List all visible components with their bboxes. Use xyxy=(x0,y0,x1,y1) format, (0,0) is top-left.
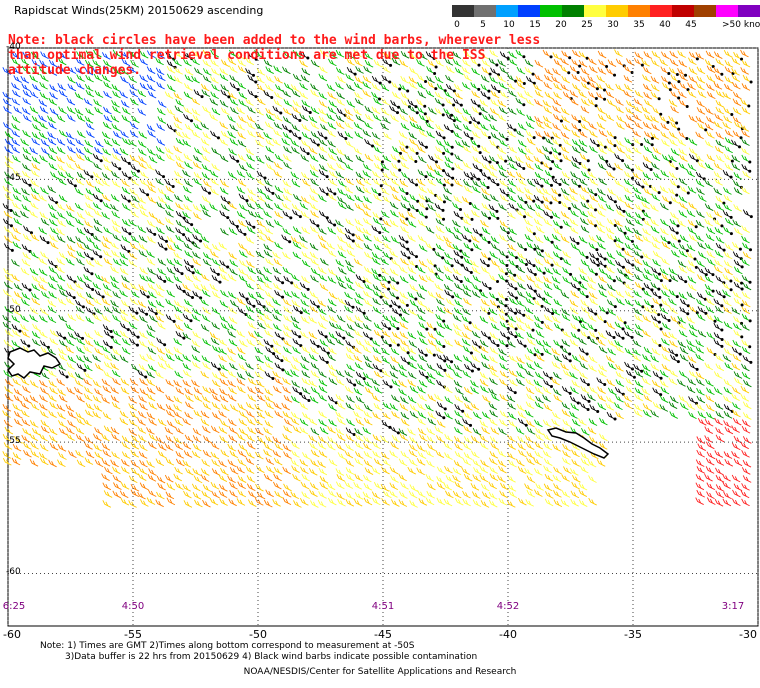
latitude-label: -60 xyxy=(6,567,21,578)
graticule xyxy=(7,47,759,626)
colorbar-label: 10 xyxy=(503,20,515,30)
colorbar-swatch xyxy=(650,5,672,17)
longitude-label: -60 xyxy=(3,628,21,641)
south-georgia-outline xyxy=(546,427,610,459)
longitude-label: -40 xyxy=(499,628,517,641)
colorbar-swatch xyxy=(562,5,584,17)
latitude-label: -50 xyxy=(6,304,21,315)
colorbar-swatch xyxy=(518,5,540,17)
colorbar-label: 5 xyxy=(480,20,486,30)
colorbar-labels: 0 5 10 15 20 25 30 35 40 45 >50 knots xyxy=(452,20,760,34)
time-label: 4:51 xyxy=(371,601,395,612)
time-label: 3:17 xyxy=(721,601,745,612)
agency-credit: NOAA/NESDIS/Center for Satellite Applica… xyxy=(243,667,517,677)
map-title: Rapidscat Winds(25KM) 20150629 ascending xyxy=(14,4,264,17)
colorbar-label: 45 xyxy=(685,20,697,30)
time-label: 4:52 xyxy=(496,601,520,612)
footnote-line-1: Note: 1) Times are GMT 2)Times along bot… xyxy=(40,641,415,651)
latitude-label: -40 xyxy=(6,42,21,52)
colorbar-label: 35 xyxy=(633,20,645,30)
longitude-label: -55 xyxy=(124,628,142,641)
colorbar-label: 25 xyxy=(581,20,593,30)
colorbar-label: 20 xyxy=(555,20,567,30)
time-label: 6:25 xyxy=(2,601,26,612)
colorbar-label: 40 xyxy=(659,20,671,30)
landmass-outlines xyxy=(7,347,610,459)
colorbar-swatch xyxy=(672,5,694,17)
colorbar-swatch xyxy=(716,5,738,17)
colorbar-swatch xyxy=(606,5,628,17)
colorbar-swatch xyxy=(452,5,474,17)
longitude-label: -35 xyxy=(624,628,642,641)
colorbar-swatch xyxy=(496,5,518,17)
falkland-islands-outline xyxy=(7,347,62,379)
longitude-label: -30 xyxy=(739,628,757,641)
latitude-label: -45 xyxy=(6,173,21,184)
wind-speed-colorbar xyxy=(452,5,760,17)
colorbar-label: 30 xyxy=(607,20,619,30)
colorbar-swatch xyxy=(694,5,716,17)
colorbar-label: >50 knots xyxy=(722,20,760,30)
time-label: 4:50 xyxy=(121,601,145,612)
footnote-line-2: 3)Data buffer is 22 hrs from 20150629 4)… xyxy=(65,652,478,662)
colorbar-swatch xyxy=(540,5,562,17)
colorbar-swatch xyxy=(738,5,760,17)
longitude-label: -50 xyxy=(249,628,267,641)
colorbar-label: 15 xyxy=(529,20,541,30)
latitude-label: -55 xyxy=(6,436,21,447)
colorbar-swatch xyxy=(628,5,650,17)
longitude-label: -45 xyxy=(374,628,392,641)
colorbar-swatch xyxy=(474,5,496,17)
colorbar-swatch xyxy=(584,5,606,17)
colorbar-label: 0 xyxy=(454,20,460,30)
contamination-note: Note: black circles have been added to t… xyxy=(8,33,541,78)
wind-barbs-layer xyxy=(2,49,753,508)
